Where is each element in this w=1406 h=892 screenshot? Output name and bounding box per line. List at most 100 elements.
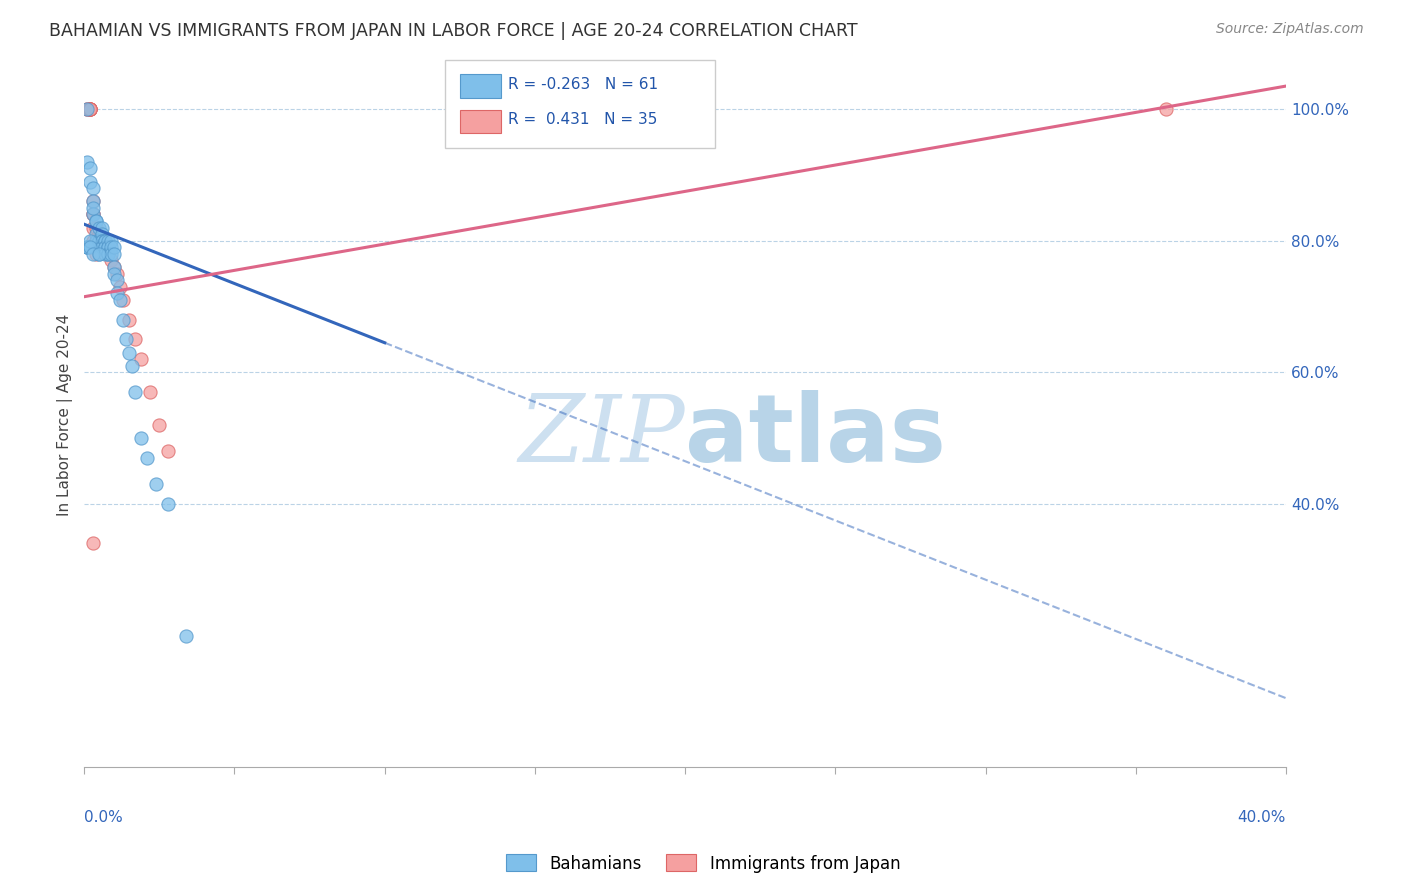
Point: [97, 247, 120, 261]
Point: [91, 234, 114, 248]
Point: [94, 234, 117, 248]
Point: [118, 345, 141, 359]
Point: [82, 207, 104, 221]
Point: [94, 247, 117, 261]
Point: [79, 102, 101, 116]
Point: [100, 240, 122, 254]
Point: [89, 234, 111, 248]
FancyBboxPatch shape: [460, 110, 502, 134]
Point: [94, 240, 117, 254]
Point: [84, 214, 107, 228]
Point: [176, 629, 198, 643]
Point: [82, 194, 104, 209]
Point: [112, 293, 135, 307]
Point: [145, 477, 167, 491]
Point: [105, 267, 128, 281]
Point: [76, 102, 98, 116]
Point: [82, 220, 104, 235]
Point: [100, 247, 122, 261]
Point: [91, 240, 114, 254]
Legend: Bahamians, Immigrants from Japan: Bahamians, Immigrants from Japan: [499, 847, 907, 880]
Point: [82, 194, 104, 209]
Point: [100, 234, 122, 248]
Point: [79, 102, 101, 116]
Point: [139, 385, 162, 400]
Point: [121, 359, 143, 373]
Point: [76, 102, 98, 116]
Point: [79, 161, 101, 176]
Point: [110, 280, 132, 294]
Point: [91, 240, 114, 254]
Point: [84, 227, 107, 242]
Point: [84, 234, 107, 248]
Point: [79, 102, 101, 116]
Text: 0.0%: 0.0%: [84, 810, 124, 824]
Point: [100, 253, 122, 268]
Text: R = -0.263   N = 61: R = -0.263 N = 61: [509, 77, 658, 92]
Point: [84, 247, 107, 261]
Point: [105, 286, 128, 301]
Point: [103, 260, 125, 274]
Point: [82, 207, 104, 221]
Point: [82, 201, 104, 215]
Point: [157, 497, 180, 511]
Point: [94, 234, 117, 248]
Point: [76, 240, 98, 254]
FancyBboxPatch shape: [444, 60, 716, 147]
Point: [157, 444, 180, 458]
Point: [124, 385, 146, 400]
Point: [91, 234, 114, 248]
Y-axis label: In Labor Force | Age 20-24: In Labor Force | Age 20-24: [58, 314, 73, 516]
Text: Source: ZipAtlas.com: Source: ZipAtlas.com: [1216, 22, 1364, 37]
Point: [82, 247, 104, 261]
Point: [82, 536, 104, 550]
Point: [84, 234, 107, 248]
Point: [84, 220, 107, 235]
Point: [1154, 102, 1177, 116]
Point: [136, 450, 159, 465]
Point: [76, 240, 98, 254]
Point: [79, 102, 101, 116]
Point: [79, 174, 101, 188]
Point: [79, 240, 101, 254]
Point: [103, 240, 125, 254]
Point: [131, 352, 153, 367]
Point: [89, 247, 111, 261]
Point: [79, 234, 101, 248]
Point: [115, 333, 138, 347]
Point: [94, 240, 117, 254]
Point: [97, 247, 120, 261]
Point: [131, 431, 153, 445]
Point: [89, 234, 111, 248]
Text: 40.0%: 40.0%: [1237, 810, 1286, 824]
Point: [82, 207, 104, 221]
Point: [91, 220, 114, 235]
Point: [94, 234, 117, 248]
Point: [97, 240, 120, 254]
Point: [89, 220, 111, 235]
Point: [118, 312, 141, 326]
Point: [76, 102, 98, 116]
Text: BAHAMIAN VS IMMIGRANTS FROM JAPAN IN LABOR FORCE | AGE 20-24 CORRELATION CHART: BAHAMIAN VS IMMIGRANTS FROM JAPAN IN LAB…: [49, 22, 858, 40]
Point: [124, 333, 146, 347]
Point: [110, 293, 132, 307]
Point: [79, 102, 101, 116]
Point: [84, 214, 107, 228]
Point: [94, 234, 117, 248]
Point: [89, 240, 111, 254]
Point: [82, 234, 104, 248]
Point: [103, 267, 125, 281]
Point: [76, 154, 98, 169]
Text: R =  0.431   N = 35: R = 0.431 N = 35: [509, 112, 658, 127]
Point: [89, 247, 111, 261]
Point: [148, 417, 170, 432]
Text: ZIP: ZIP: [519, 392, 685, 482]
Point: [76, 240, 98, 254]
Point: [82, 181, 104, 195]
Point: [89, 227, 111, 242]
Point: [97, 240, 120, 254]
Point: [112, 312, 135, 326]
Point: [94, 240, 117, 254]
FancyBboxPatch shape: [460, 74, 502, 98]
Point: [105, 273, 128, 287]
